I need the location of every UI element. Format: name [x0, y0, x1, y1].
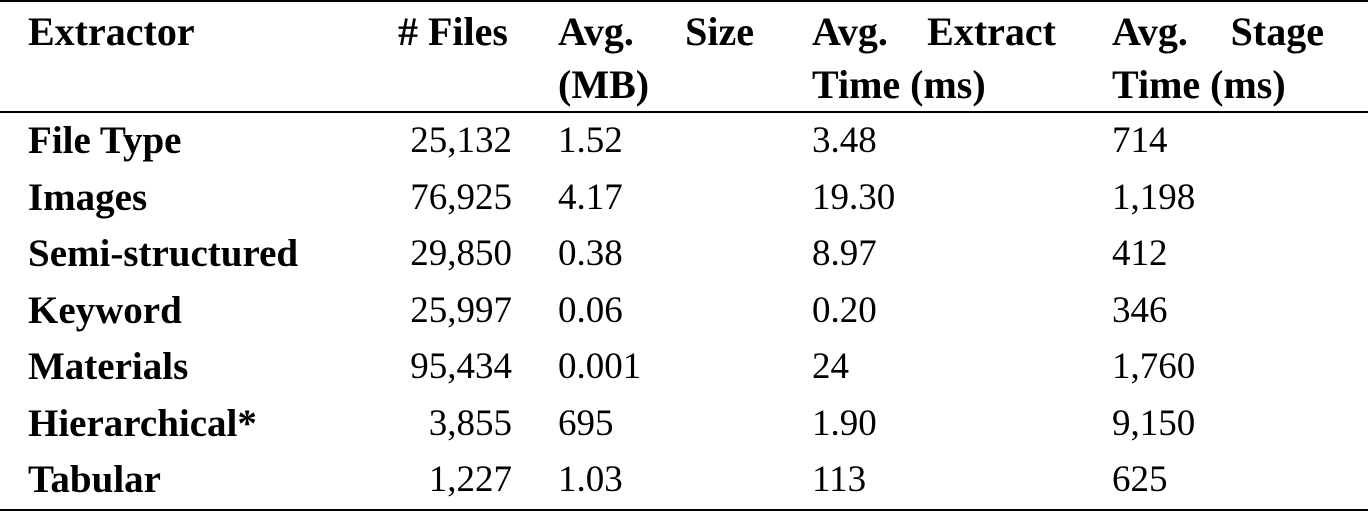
header-avg-stage-line1: Avg. Stage — [1112, 5, 1324, 58]
cell-avg-size: 0.38 — [558, 233, 623, 275]
header-avg-extract-line1: Avg. Extract — [812, 5, 1056, 58]
cell-avg-stage-time: 625 — [1112, 459, 1168, 501]
cell-avg-size: 4.17 — [558, 176, 623, 218]
header-avg-stage-time-label: Avg. Stage Time (ms) — [1112, 2, 1324, 111]
cell-files: 25,132 — [410, 120, 512, 162]
header-avg-size-word1: Avg. — [558, 9, 634, 54]
cell-files: 25,997 — [410, 289, 512, 331]
header-avg-size-line1: Avg. Size — [558, 5, 754, 58]
table-header: Extractor # Files Avg. Size (MB) — [0, 1, 1368, 112]
cell-avg-size: 1.52 — [558, 120, 623, 162]
cell-avg-size: 0.06 — [558, 289, 623, 331]
table-row: Materials 95,434 0.001 24 1,760 — [0, 339, 1368, 396]
cell-avg-stage-time: 1,760 — [1112, 346, 1196, 388]
header-avg-extract-time: Avg. Extract Time (ms) — [812, 1, 1112, 112]
cell-avg-extract-time: 0.20 — [812, 289, 877, 331]
cell-files: 1,227 — [428, 459, 512, 501]
header-row: Extractor # Files Avg. Size (MB) — [0, 1, 1368, 112]
header-extractor: Extractor — [0, 1, 382, 112]
cell-extractor: Semi-structured — [28, 232, 299, 276]
header-extractor-label: Extractor — [28, 9, 195, 54]
table-body: File Type 25,132 1.52 3.48 714 Images 76… — [0, 112, 1368, 510]
header-avg-stage-line2: Time (ms) — [1112, 62, 1286, 107]
cell-avg-extract-time: 3.48 — [812, 120, 877, 162]
cell-avg-extract-time: 19.30 — [812, 176, 896, 218]
cell-extractor: Tabular — [28, 458, 161, 502]
cell-avg-extract-time: 24 — [812, 346, 849, 388]
header-avg-extract-line2: Time (ms) — [812, 62, 986, 107]
cell-avg-size: 0.001 — [558, 346, 642, 388]
cell-avg-size: 1.03 — [558, 459, 623, 501]
cell-files: 76,925 — [410, 176, 512, 218]
table-row: Keyword 25,997 0.06 0.20 346 — [0, 283, 1368, 340]
header-avg-size-line2: (MB) — [558, 62, 650, 107]
header-avg-stage-word2: Stage — [1230, 9, 1324, 54]
cell-avg-size: 695 — [558, 402, 614, 444]
table-row: Hierarchical* 3,855 695 1.90 9,150 — [0, 396, 1368, 453]
header-avg-size-word2: Size — [685, 9, 754, 54]
cell-avg-stage-time: 9,150 — [1112, 402, 1196, 444]
cell-avg-extract-time: 113 — [812, 459, 867, 501]
header-avg-size: Avg. Size (MB) — [558, 1, 812, 112]
cell-avg-extract-time: 8.97 — [812, 233, 877, 275]
table-row: Tabular 1,227 1.03 113 625 — [0, 452, 1368, 510]
cell-files: 95,434 — [410, 346, 512, 388]
cell-extractor: File Type — [28, 119, 182, 163]
cell-extractor: Hierarchical* — [28, 401, 257, 445]
cell-avg-extract-time: 1.90 — [812, 402, 877, 444]
cell-extractor: Materials — [28, 345, 189, 389]
header-files: # Files — [382, 1, 558, 112]
cell-extractor: Images — [28, 175, 148, 219]
header-avg-size-label: Avg. Size (MB) — [558, 2, 754, 111]
table-row: Images 76,925 4.17 19.30 1,198 — [0, 170, 1368, 227]
header-avg-extract-word2: Extract — [927, 9, 1056, 54]
header-avg-stage-time: Avg. Stage Time (ms) — [1112, 1, 1368, 112]
cell-files: 3,855 — [428, 402, 512, 444]
cell-avg-stage-time: 412 — [1112, 233, 1168, 275]
header-avg-extract-word1: Avg. — [812, 9, 888, 54]
cell-avg-stage-time: 714 — [1112, 120, 1168, 162]
header-files-label: # Files — [398, 9, 508, 54]
cell-avg-stage-time: 346 — [1112, 289, 1168, 331]
cell-avg-stage-time: 1,198 — [1112, 176, 1196, 218]
table-row: File Type 25,132 1.52 3.48 714 — [0, 112, 1368, 170]
header-avg-stage-word1: Avg. — [1112, 9, 1188, 54]
cell-files: 29,850 — [410, 233, 512, 275]
header-avg-extract-time-label: Avg. Extract Time (ms) — [812, 2, 1056, 111]
cell-extractor: Keyword — [28, 288, 182, 332]
table-row: Semi-structured 29,850 0.38 8.97 412 — [0, 226, 1368, 283]
